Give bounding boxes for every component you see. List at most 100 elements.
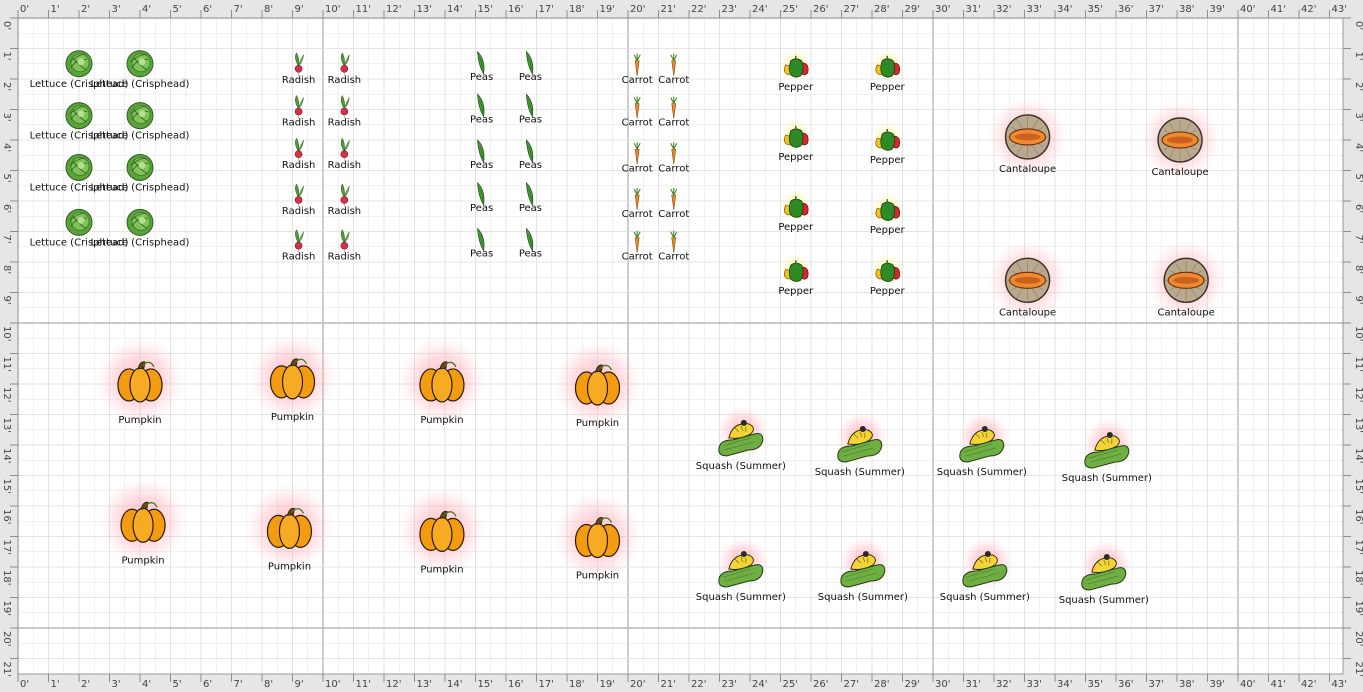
plant-pumpkin[interactable]: Pumpkin [397,486,486,575]
plant-label: Pumpkin [420,564,463,575]
plant-peas[interactable]: Peas [470,181,493,214]
plant-label: Cantaloupe [1158,307,1215,318]
left-ruler[interactable] [0,0,18,692]
plant-radish[interactable]: Radish [328,95,362,129]
plant-pumpkin[interactable]: Pumpkin [397,336,486,426]
plant-squash[interactable]: Squash (Summer) [815,411,905,478]
right-ruler[interactable] [1343,0,1363,692]
bottom-ruler-label: 32' [996,679,1011,690]
plant-lettuce[interactable]: Lettuce (Crisphead) [91,153,190,193]
lettuce-icon [126,208,154,236]
bottom-ruler-label: 31' [966,679,981,690]
plant-peas[interactable]: Peas [519,227,542,260]
plant-carrot[interactable]: Carrot [622,188,653,220]
plant-radish[interactable]: Radish [282,229,316,263]
garden-bed[interactable] [18,18,1343,674]
plant-pumpkin[interactable]: Pumpkin [553,340,642,429]
top-ruler-label: 21' [661,4,676,15]
top-ruler[interactable] [0,0,1363,18]
plant-peas[interactable]: Peas [519,181,542,214]
plant-pumpkin[interactable]: Pumpkin [99,477,188,566]
plant-carrot[interactable]: Carrot [658,142,689,174]
plant-peas[interactable]: Peas [519,93,542,125]
plant-label: Carrot [622,209,653,220]
plant-radish[interactable]: Radish [328,183,362,217]
plant-pepper[interactable]: Pepper [778,253,814,297]
bottom-ruler-label: 18' [569,679,584,690]
plant-squash[interactable]: Squash (Summer) [696,537,786,603]
plant-radish[interactable]: Radish [282,52,316,86]
plant-pepper[interactable]: Pepper [778,118,814,163]
squash-icon [1082,418,1135,471]
plant-pumpkin[interactable]: Pumpkin [248,333,337,423]
plant-peas[interactable]: Peas [470,50,493,83]
plant-pepper[interactable]: Pepper [870,192,906,236]
plant-lettuce[interactable]: Lettuce (Crisphead) [30,50,129,90]
plant-pepper[interactable]: Pepper [778,48,814,93]
plant-carrot[interactable]: Carrot [622,230,653,263]
plant-squash[interactable]: Squash (Summer) [1062,418,1152,484]
plant-radish[interactable]: Radish [328,229,362,263]
plant-carrot[interactable]: Carrot [658,188,689,220]
plant-carrot[interactable]: Carrot [658,53,689,86]
plant-pumpkin[interactable]: Pumpkin [96,336,184,426]
plant-lettuce[interactable]: Lettuce (Crisphead) [91,208,190,248]
bottom-ruler-label: 25' [783,679,798,690]
plant-lettuce[interactable]: Lettuce (Crisphead) [91,50,190,90]
radish-icon [294,95,304,119]
plant-lettuce[interactable]: Lettuce (Crisphead) [30,102,129,142]
plant-lettuce[interactable]: Lettuce (Crisphead) [30,208,129,248]
plant-label: Carrot [658,252,689,263]
bottom-ruler-label: 36' [1118,679,1133,690]
top-ruler-label: 15' [478,4,493,15]
plant-lettuce[interactable]: Lettuce (Crisphead) [30,153,129,193]
plant-carrot[interactable]: Carrot [658,96,689,129]
plant-squash[interactable]: Squash (Summer) [818,537,908,603]
plant-pumpkin[interactable]: Pumpkin [553,492,642,582]
plant-pepper[interactable]: Pepper [870,253,906,297]
plant-cantaloupe[interactable]: Cantaloupe [1140,100,1221,180]
plant-carrot[interactable]: Carrot [622,96,653,129]
plant-label: Pepper [870,82,906,93]
plant-lettuce[interactable]: Lettuce (Crisphead) [91,102,190,142]
carrot-icon [633,230,641,253]
plant-squash[interactable]: Squash (Summer) [940,537,1030,603]
plant-label: Peas [470,160,493,171]
plant-label: Pumpkin [576,418,619,429]
plant-radish[interactable]: Radish [282,95,316,129]
plant-peas[interactable]: Peas [470,227,493,260]
plant-label: Radish [328,160,362,171]
plant-radish[interactable]: Radish [282,183,316,217]
plant-pepper[interactable]: Pepper [870,48,906,93]
plant-squash[interactable]: Squash (Summer) [937,411,1027,478]
peas-icon [525,50,534,75]
plant-peas[interactable]: Peas [470,139,493,171]
plant-peas[interactable]: Peas [519,50,542,83]
plant-radish[interactable]: Radish [328,52,362,86]
radish-icon [340,183,350,207]
plant-squash[interactable]: Squash (Summer) [1059,540,1149,606]
top-ruler-label: 35' [1088,4,1103,15]
plant-peas[interactable]: Peas [470,93,493,125]
plant-cantaloupe[interactable]: Cantaloupe [1146,240,1227,321]
left-ruler-label: 20' [1,631,12,646]
plant-cantaloupe[interactable]: Cantaloupe [987,96,1068,177]
plant-radish[interactable]: Radish [282,137,316,171]
plant-pepper[interactable]: Pepper [870,122,906,166]
plant-peas[interactable]: Peas [519,139,542,171]
bottom-ruler[interactable] [0,674,1363,692]
plant-squash[interactable]: Squash (Summer) [696,405,786,472]
plant-carrot[interactable]: Carrot [622,142,653,174]
bottom-ruler-label: 23' [722,679,737,690]
lettuce-icon [65,208,93,236]
plant-radish[interactable]: Radish [328,137,362,171]
right-ruler-label: 16' [1353,509,1363,524]
squash-icon [838,537,891,589]
plant-pumpkin[interactable]: Pumpkin [245,483,334,572]
plant-cantaloupe[interactable]: Cantaloupe [987,240,1068,321]
plant-carrot[interactable]: Carrot [658,230,689,263]
plant-carrot[interactable]: Carrot [622,53,653,86]
bottom-ruler-label: 1' [51,679,60,690]
plant-pepper[interactable]: Pepper [778,189,814,233]
